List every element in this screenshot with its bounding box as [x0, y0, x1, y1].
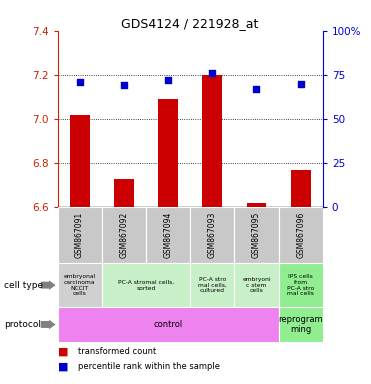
Bar	[246, 203, 266, 207]
Bar	[279, 307, 323, 342]
Text: GSM867095: GSM867095	[252, 212, 261, 258]
Bar	[234, 263, 279, 307]
Bar	[234, 207, 279, 263]
Text: cell type: cell type	[4, 281, 43, 290]
Bar	[190, 263, 234, 307]
Bar	[279, 207, 323, 263]
Bar	[58, 207, 102, 263]
Text: PC-A stromal cells,
sorted: PC-A stromal cells, sorted	[118, 280, 174, 291]
Text: ■: ■	[58, 346, 68, 356]
Bar	[202, 75, 222, 207]
Bar	[102, 207, 146, 263]
Text: GSM867092: GSM867092	[119, 212, 128, 258]
Bar	[70, 115, 89, 207]
Point	[209, 70, 215, 76]
Bar	[158, 99, 178, 207]
Text: control: control	[153, 320, 183, 329]
Text: GSM867093: GSM867093	[208, 212, 217, 258]
Text: embryonal
carcinoma
NCCIT
cells: embryonal carcinoma NCCIT cells	[63, 274, 96, 296]
Text: IPS cells
from
PC-A stro
mal cells: IPS cells from PC-A stro mal cells	[287, 274, 314, 296]
Text: GSM867096: GSM867096	[296, 212, 305, 258]
Text: reprogram
ming: reprogram ming	[278, 315, 323, 334]
Point	[253, 86, 259, 92]
Bar	[279, 263, 323, 307]
Text: protocol: protocol	[4, 320, 41, 329]
Title: GDS4124 / 221928_at: GDS4124 / 221928_at	[121, 17, 259, 30]
Bar	[190, 207, 234, 263]
Text: transformed count: transformed count	[78, 347, 156, 356]
Bar	[291, 170, 311, 207]
Bar	[146, 207, 190, 263]
Text: PC-A stro
mal cells,
cultured: PC-A stro mal cells, cultured	[198, 277, 227, 293]
Point	[121, 83, 127, 89]
Text: GSM867094: GSM867094	[164, 212, 173, 258]
Bar	[114, 179, 134, 207]
Bar	[58, 263, 102, 307]
Point	[298, 81, 303, 87]
Text: embryoni
c stem
cells: embryoni c stem cells	[242, 277, 271, 293]
Text: percentile rank within the sample: percentile rank within the sample	[78, 362, 220, 371]
Bar	[58, 307, 279, 342]
Bar	[102, 263, 190, 307]
Point	[165, 77, 171, 83]
Point	[77, 79, 83, 85]
Text: GSM867091: GSM867091	[75, 212, 84, 258]
Text: ■: ■	[58, 362, 68, 372]
